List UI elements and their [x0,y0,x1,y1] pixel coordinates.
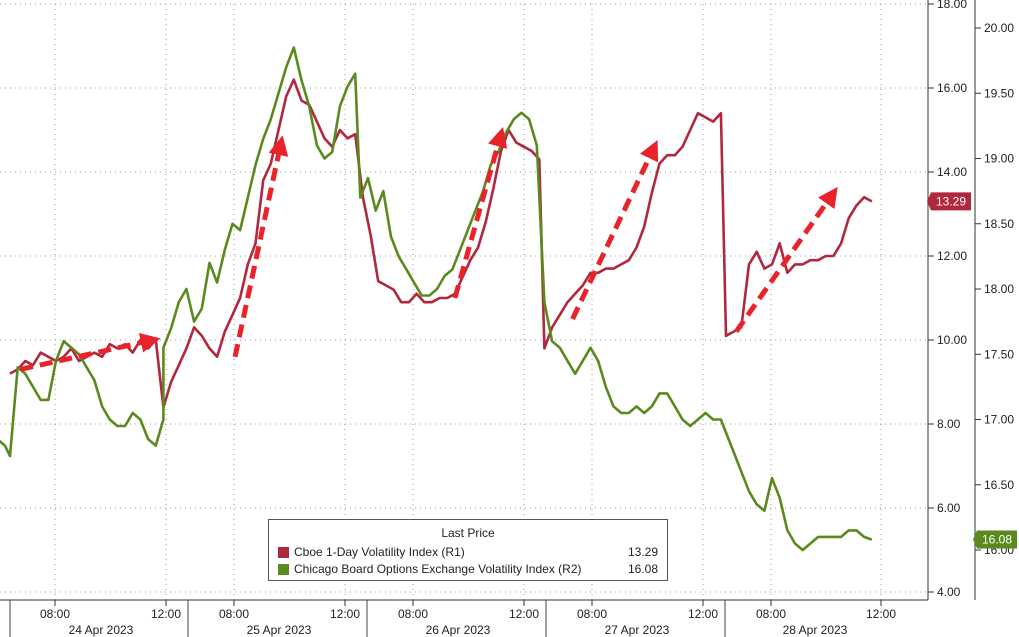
x-date-label: 27 Apr 2023 [605,623,670,637]
last-value-text: 13.29 [936,194,966,208]
x-tick-label: 08:00 [219,607,249,621]
r1-tick-label: 4.00 [937,585,961,599]
legend-series-name: Chicago Board Options Exchange Volatilit… [294,562,582,576]
x-tick-label: 12:00 [866,607,896,621]
trend-arrow [570,140,659,321]
series-lines [0,46,873,552]
last-value-tag-vix [973,530,1017,549]
last-value-text: 16.08 [982,533,1012,547]
trend-arrow [452,126,508,299]
r1-tick-label: 6.00 [937,501,961,515]
legend-swatch-green [278,563,289,575]
legend-series-value: 16.08 [627,562,658,576]
x-tick-label: 08:00 [40,607,70,621]
legend-series-value: 13.29 [627,545,658,559]
axes: 4.00 6.00 8.00 10.00 12.00 14.00 16.00 18.00 16.… [927,0,1014,600]
r2-tick-label: 19.50 [984,86,1014,100]
trend-arrow [19,332,161,372]
r2-tick-label: 18.50 [984,217,1014,231]
legend: Last Price Cboe 1-Day Volatility Index (… [268,519,668,581]
x-date-label: 28 Apr 2023 [783,623,848,637]
r2-tick-label: 16.50 [984,478,1014,492]
legend-swatch-red [278,546,289,558]
x-tick-label: 12:00 [688,607,718,621]
r1-tick-label: 10.00 [937,333,967,347]
x-date-label: 25 Apr 2023 [247,623,312,637]
x-tick-label: 12:00 [509,607,539,621]
x-tick-label: 08:00 [398,607,428,621]
r1-tick-label: 14.00 [937,165,967,179]
trend-arrow [734,186,838,334]
r2-tick-label: 19.00 [984,152,1014,166]
r1-tick-label: 12.00 [937,249,967,263]
legend-item-vix: Chicago Board Options Exchange Volatilit… [278,561,658,577]
x-axis: 08:00 12:00 08:00 12:00 08:00 12:00 08:00 12:00… [0,599,928,637]
trend-arrows [19,126,838,372]
series-line-cboe-1day [9,78,873,409]
x-date-label: 26 Apr 2023 [426,623,491,637]
x-date-label: 24 Apr 2023 [69,623,134,637]
last-value-labels: 13.29 16.08 [927,192,1017,549]
x-tick-label: 08:00 [756,607,786,621]
r2-tick-label: 20.00 [984,21,1014,35]
r2-tick-label: 17.00 [984,413,1014,427]
x-tick-label: 12:00 [151,607,181,621]
legend-series-name: Cboe 1-Day Volatility Index (R1) [294,545,465,559]
x-tick-label: 08:00 [577,607,607,621]
trend-arrow [232,135,289,358]
r1-tick-label: 8.00 [937,417,961,431]
gridlines [0,3,928,600]
x-tick-label: 12:00 [330,607,360,621]
series-line-vix [0,46,873,552]
legend-item-cboe-1day: Cboe 1-Day Volatility Index (R1) 13.29 [278,544,658,560]
r2-tick-label: 18.00 [984,282,1014,296]
r1-tick-label: 18.00 [937,0,967,11]
r2-tick-label: 17.50 [984,347,1014,361]
day-separators [9,600,726,637]
legend-title: Last Price [441,526,495,540]
r1-tick-label: 16.00 [937,81,967,95]
last-value-tag-cboe-1day [927,192,971,211]
